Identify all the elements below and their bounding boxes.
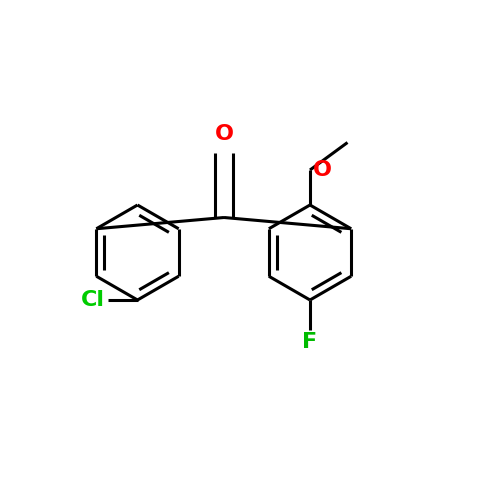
Text: O: O <box>214 124 234 144</box>
Text: Cl: Cl <box>81 290 105 310</box>
Text: F: F <box>302 332 318 352</box>
Text: O: O <box>312 160 332 180</box>
